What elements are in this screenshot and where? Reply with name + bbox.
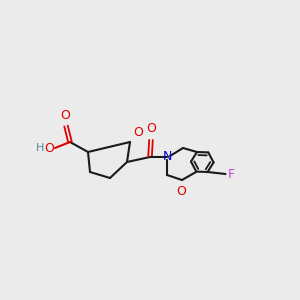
Text: O: O xyxy=(176,185,186,198)
Text: N: N xyxy=(162,151,172,164)
Text: O: O xyxy=(146,122,156,135)
Text: O: O xyxy=(133,126,143,139)
Text: F: F xyxy=(227,167,235,181)
Text: H: H xyxy=(36,143,44,153)
Text: O: O xyxy=(44,142,54,154)
Text: O: O xyxy=(60,109,70,122)
